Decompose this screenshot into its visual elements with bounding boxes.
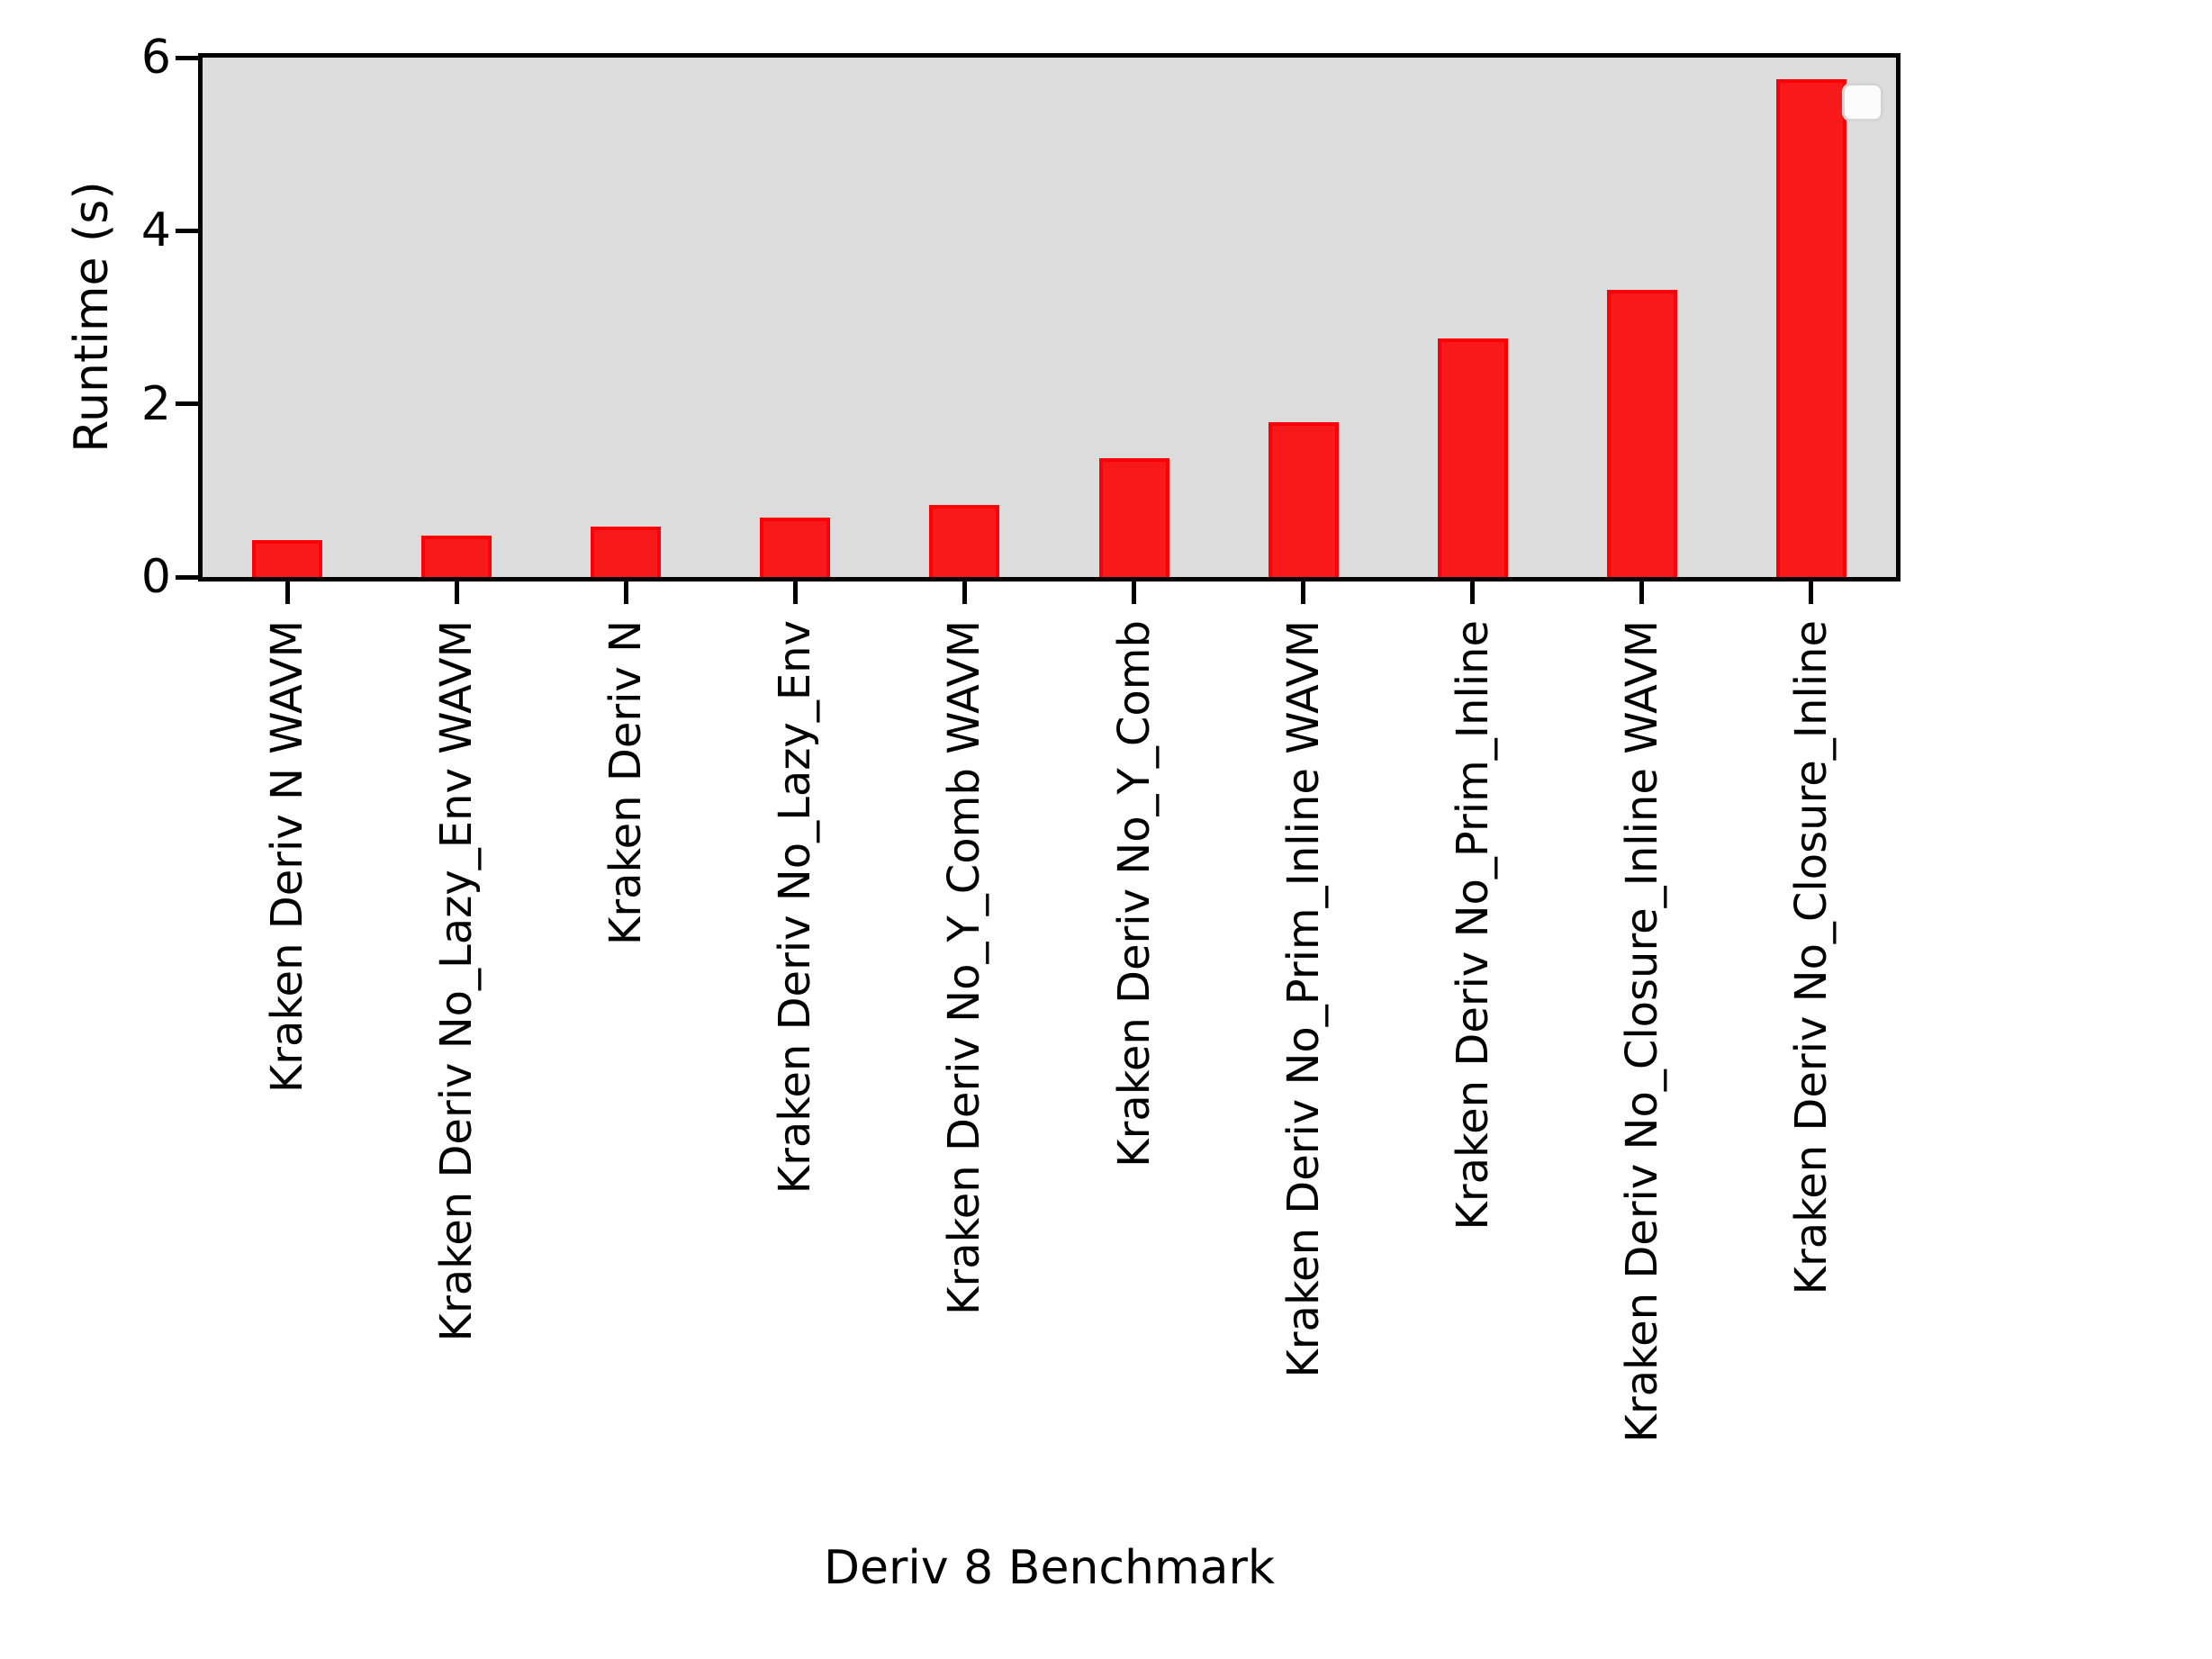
x-tick xyxy=(962,582,967,604)
x-tick xyxy=(1132,582,1137,604)
x-tick xyxy=(284,582,290,604)
x-tick-label: Kraken Deriv N xyxy=(600,620,652,946)
x-tick xyxy=(1809,582,1814,604)
y-tick-label: 0 xyxy=(140,550,171,604)
bar-6 xyxy=(1268,421,1339,577)
x-tick-label: Kraken Deriv No_Lazy_Env WAVM xyxy=(431,620,483,1342)
bar-9 xyxy=(1775,79,1846,577)
y-tick xyxy=(176,574,198,580)
y-tick-label: 6 xyxy=(140,31,171,85)
x-tick-label: Kraken Deriv No_Closure_Inline WAVM xyxy=(1616,620,1667,1443)
bar-1 xyxy=(421,535,492,577)
x-tick xyxy=(623,582,628,604)
bar-8 xyxy=(1606,289,1677,577)
x-tick-label: Kraken Deriv No_Lazy_Env xyxy=(770,620,821,1195)
y-tick-label: 2 xyxy=(140,376,171,431)
y-tick xyxy=(176,228,198,233)
x-tick xyxy=(454,582,459,604)
x-tick-label: Kraken Deriv No_Prim_Inline WAVM xyxy=(1278,620,1329,1378)
bar-7 xyxy=(1437,338,1508,577)
y-tick xyxy=(176,55,198,60)
x-tick xyxy=(1301,582,1306,604)
y-axis-label: Runtime (s) xyxy=(65,181,119,453)
x-tick xyxy=(1470,582,1476,604)
x-tick-label: Kraken Deriv No_Closure_Inline xyxy=(1785,620,1837,1295)
y-tick-label: 4 xyxy=(140,203,171,258)
x-tick xyxy=(1639,582,1645,604)
y-tick xyxy=(176,401,198,407)
x-tick xyxy=(792,582,798,604)
bar-4 xyxy=(929,505,1000,577)
bar-5 xyxy=(1098,458,1169,577)
plot-area xyxy=(198,53,1901,582)
x-tick-label: Kraken Deriv N WAVM xyxy=(262,620,313,1094)
legend-box xyxy=(1842,83,1883,122)
bar-2 xyxy=(591,527,662,577)
x-tick-label: Kraken Deriv No_Y_Comb xyxy=(1108,620,1160,1168)
x-tick-label: Kraken Deriv No_Prim_Inline xyxy=(1447,620,1498,1231)
bar-0 xyxy=(252,539,323,577)
bar-3 xyxy=(760,517,831,577)
x-axis-label: Deriv 8 Benchmark xyxy=(824,1541,1275,1595)
x-tick-label: Kraken Deriv No_Y_Comb WAVM xyxy=(939,620,990,1315)
